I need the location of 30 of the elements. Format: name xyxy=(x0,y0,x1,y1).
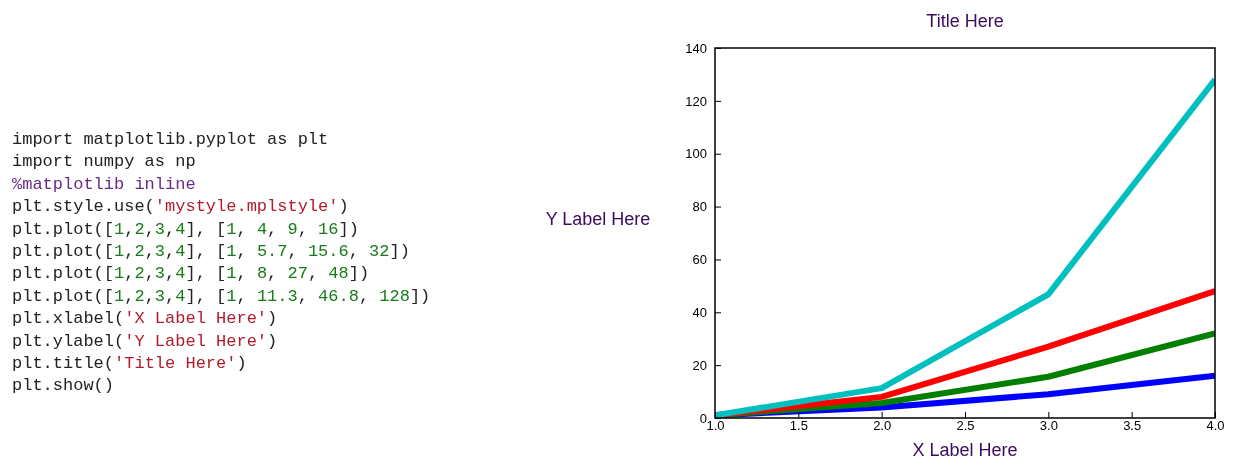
text: plt.show() xyxy=(12,376,115,396)
y-tick-label: 120 xyxy=(685,93,707,109)
y-tick-label: 20 xyxy=(692,357,707,373)
text: plt.ylabel('Y Label Here') xyxy=(12,331,278,351)
x-tick-label: 3.5 xyxy=(1123,418,1142,434)
y-tick-label: 100 xyxy=(685,146,707,162)
y-axis-title: Y Label Here xyxy=(545,209,651,229)
x-tick-label: 2.5 xyxy=(956,418,975,434)
text: plt.xlabel('X Label Here') xyxy=(12,309,278,329)
text: plt.plot([1,2,3,4], [1, 4, 9, 16]) xyxy=(12,219,359,239)
x-tick-label: 1.5 xyxy=(789,418,808,434)
text: %matplotlib inline xyxy=(12,174,196,194)
text: plt.plot([1,2,3,4], [1, 11.3, 46.8, 128]) xyxy=(12,286,431,306)
text: import numpy as np xyxy=(12,152,196,172)
text: plt.plot([1,2,3,4], [1, 8, 27, 48]) xyxy=(12,264,370,284)
x-tick-label: 2.0 xyxy=(873,418,892,434)
chart-title: Title Here xyxy=(926,11,1004,31)
y-tick-label: 0 xyxy=(699,410,707,426)
y-tick-label: 80 xyxy=(692,199,707,215)
text: plt.title('Title Here') xyxy=(12,354,247,373)
y-tick-label: 140 xyxy=(685,40,707,56)
x-tick-label: 3.0 xyxy=(1039,418,1058,434)
text: plt.style.use('mystyle.mplstyle') xyxy=(12,197,349,217)
x-axis-title: X Label Here xyxy=(912,440,1018,460)
y-tick-label: 40 xyxy=(692,304,707,320)
x-tick-label: 1.0 xyxy=(706,418,725,434)
x-tick-label: 4.0 xyxy=(1206,418,1225,434)
y-tick-label: 60 xyxy=(692,252,707,268)
text: import matplotlib.pyplot as plt xyxy=(12,130,329,149)
text: plt.plot([1,2,3,4], [1, 5.7, 15.6, 32]) xyxy=(12,242,410,261)
